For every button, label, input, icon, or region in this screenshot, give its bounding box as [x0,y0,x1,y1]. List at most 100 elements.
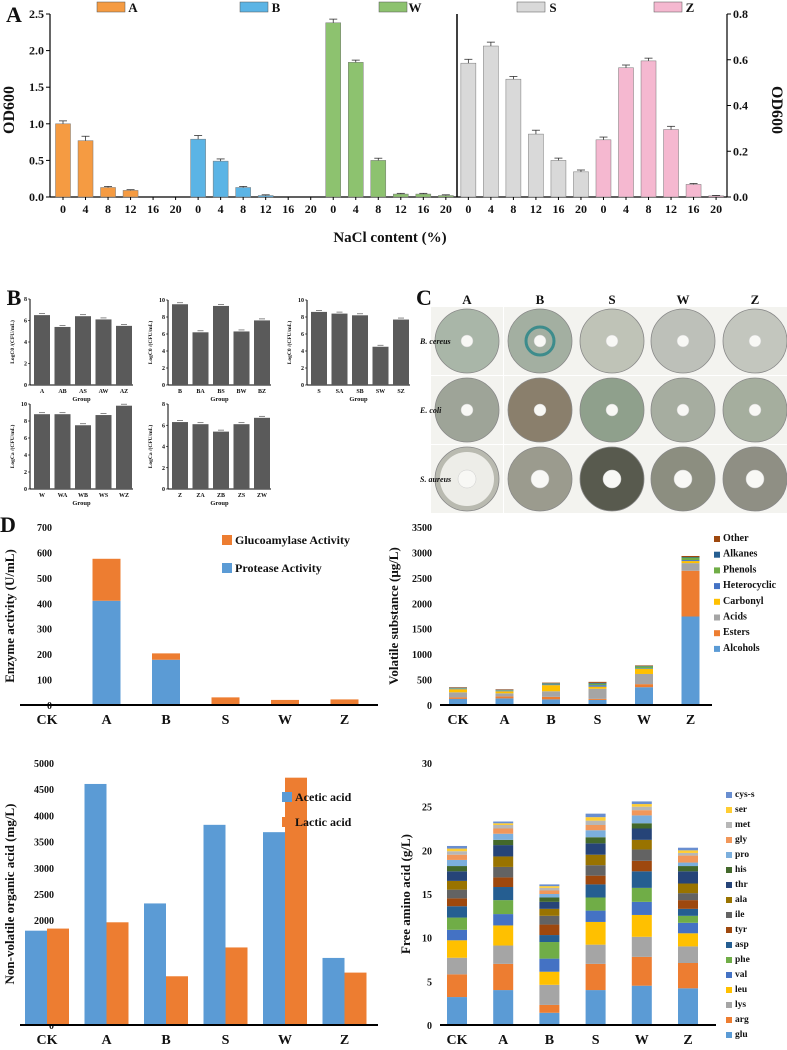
bar-segment-thr [447,871,467,881]
bar [77,140,94,198]
bar-segment-Alcohols [542,699,560,705]
x-tick-label: AS [79,389,87,395]
paper-disc [460,403,474,417]
legend-swatch-Lactic acid [282,817,292,827]
x-tick-label: B [161,713,170,728]
y-tick-label: 4 [301,349,304,355]
y-tick-label: 0.8 [733,7,748,21]
x-tick-label: ZB [217,493,225,499]
x-tick-label: S [222,1033,230,1048]
bar [192,332,209,385]
y-axis-label: Free amino acid (g/L) [398,834,413,954]
bar-segment-tyr [539,924,560,936]
bar-segment-met [447,851,467,855]
y-tick-label: 6 [162,332,165,338]
x-tick-label: 8 [240,202,246,216]
x-tick-label: 8 [646,202,652,216]
legend-label: ile [735,910,745,920]
y-tick-label: 0 [24,487,27,493]
bar-segment-phe [539,942,560,959]
y-tick-label: 0 [427,1021,432,1032]
legend-label: asp [735,940,749,950]
bar-segment-glu [447,997,467,1025]
x-tick-label: CK [37,713,58,728]
x-tick-label: 12 [530,202,542,216]
bar [122,190,139,198]
y-axis-label-right: OD600 [768,86,785,134]
legend-label: his [735,865,747,875]
column-label: B [536,292,545,307]
bar [640,60,657,198]
x-tick-label: A [499,713,510,728]
legend-swatch-A [96,1,126,13]
x-tick-label: ZS [238,493,246,499]
y-tick-label: 5000 [34,759,54,770]
bar-segment-leu [493,925,514,946]
bar-segment-ser [493,823,514,826]
y-tick-label: 500 [37,574,52,585]
legend-swatch-asp [726,942,732,948]
bar [348,62,364,198]
y-tick-label: 10 [21,402,27,408]
x-tick-label: BS [217,389,225,395]
paper-disc [460,334,474,348]
x-tick-label: BW [236,389,246,395]
bar-segment-phe [493,900,514,915]
x-tick-label: S [592,1033,600,1048]
bar-segment-pro [539,894,560,898]
x-tick-label: AB [58,389,66,395]
bar [483,45,499,198]
legend-label: B [272,0,281,15]
y-tick-label: 3000 [34,864,54,875]
y-tick-label: 30 [422,759,432,770]
legend-swatch-S [516,1,546,13]
y-axis-label: LogCa /(CFU/mL) [9,425,16,469]
x-tick-label: 12 [395,202,407,216]
y-tick-label: 8 [24,419,27,425]
y-tick-label: 6 [301,332,304,338]
bar-segment-Phenols [449,688,467,689]
bar-segment-ala [631,839,652,850]
bar [95,415,112,489]
bar [213,431,229,489]
x-tick-label: B [178,389,182,395]
y-tick-label: 100 [37,676,52,687]
panel-label-c: C [416,285,432,310]
legend-swatch-Esters [714,630,720,637]
x-tick-label: 8 [375,202,381,216]
y-axis-label: Volatile substance (μg/L) [386,547,401,685]
bar-segment-asp [447,906,467,918]
x-tick-label: W [39,493,45,499]
x-axis-label: NaCl content (%) [333,230,446,246]
x-tick-label: B [161,1033,170,1048]
x-tick-label: 8 [510,202,516,216]
bar-segment-thr [539,901,560,909]
bar-segment-leu [585,921,606,945]
bar-segment-Heterocyclic [588,685,607,687]
bar [75,316,91,385]
bar [663,129,679,198]
x-tick-label: ZA [196,493,205,499]
panel-label-d: D [0,512,16,537]
paper-disc [533,403,547,417]
x-tick-label: S [222,713,230,728]
bar [55,123,71,198]
y-tick-label: 1.5 [29,80,44,94]
x-tick-label: SZ [397,389,404,395]
x-tick-label: 20 [170,202,182,216]
x-tick-label: W [278,1033,292,1048]
x-tick-label: 16 [688,202,700,216]
bar-segment-leu [447,940,467,958]
bar-segment-glu [678,988,698,1025]
bar-segment-leu [678,933,698,947]
bar-segment-ser [539,886,560,888]
bar-segment-his [447,866,467,872]
bar-segment-phe [447,917,467,930]
legend-label: Esters [723,627,750,638]
bar-segment-Acids [449,692,467,698]
bar-segment-lys [585,944,606,964]
bar-segment-asp [678,908,698,916]
bar-segment-cys-s [631,801,652,805]
x-tick-label: 12 [665,202,677,216]
bar-segment-tyr [631,860,652,872]
